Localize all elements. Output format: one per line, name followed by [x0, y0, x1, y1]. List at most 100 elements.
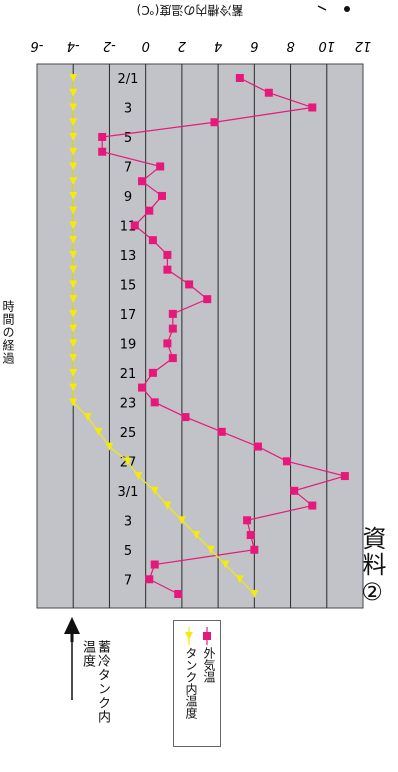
x-tick-label: 13	[120, 249, 137, 264]
y-tick-label: 2	[178, 38, 186, 53]
tank-temp-point	[69, 324, 78, 333]
outdoor-temp-point	[145, 206, 154, 215]
tank-temp-point	[163, 501, 172, 510]
x-tick-label: 2/1	[118, 72, 139, 87]
tank-temp-point	[134, 472, 143, 481]
tank-temp-point	[69, 354, 78, 363]
outdoor-temp-point	[264, 88, 273, 97]
y-tick-label: 6	[250, 38, 258, 53]
y-tick-label: 8	[286, 38, 294, 53]
tank-temp-point	[83, 413, 92, 422]
outdoor-temp-point	[185, 280, 194, 289]
x-tick-label: 5	[124, 131, 132, 146]
outdoor-temp-line	[101, 77, 348, 595]
tank-temp-point	[250, 590, 259, 598]
corner-mark	[317, 5, 350, 12]
tank-temp-point	[69, 103, 78, 112]
outdoor-temp-point	[157, 191, 166, 200]
y-tick-labels: -6 -4 -2 0 2 4 6 8 10 12	[31, 38, 372, 53]
y-tick-label: -2	[103, 38, 116, 53]
tank-temp-point	[192, 531, 201, 540]
tank-temp-point	[69, 191, 78, 200]
outdoor-temp-point	[217, 427, 226, 436]
outdoor-temp-point	[98, 132, 107, 141]
outdoor-temp-point	[246, 531, 255, 540]
tank-temp-point	[94, 427, 103, 436]
x-tick-label: 25	[120, 426, 137, 441]
legend-label-outdoor: 外気温	[202, 647, 216, 683]
outdoor-temp-point	[308, 501, 317, 510]
arrow-caption: 蓄冷タンク内 温度	[80, 640, 110, 724]
tank-temp-point	[177, 516, 186, 525]
tank-temp-point	[69, 339, 78, 348]
tank-temp-point	[69, 132, 78, 141]
legend-square-marker	[203, 632, 211, 640]
outdoor-temp-point	[235, 74, 244, 82]
plot-area	[36, 63, 364, 609]
legend: 外気温 タンク内温度	[173, 620, 221, 747]
outdoor-temp-point	[253, 442, 262, 451]
y-axis-title: 蓄冷槽内の温度(℃)	[136, 3, 244, 17]
tank-temp-point	[69, 118, 78, 127]
x-tick-label: 21	[120, 367, 137, 382]
tank-temp-point	[69, 250, 78, 259]
outdoor-temp-point	[163, 265, 172, 274]
outdoor-temp-point	[174, 590, 183, 598]
outdoor-temp-point	[168, 309, 177, 318]
data-series	[69, 74, 349, 598]
tank-temp-point	[150, 486, 159, 495]
tank-temp-point	[69, 236, 78, 245]
outdoor-temp-point	[150, 560, 159, 569]
tank-temp-point	[69, 280, 78, 289]
outdoor-temp-point	[168, 354, 177, 363]
y-tick-label: 0	[142, 38, 150, 53]
x-tick-label: 7	[124, 573, 132, 588]
tank-temp-point	[235, 575, 244, 584]
outdoor-temp-point	[145, 575, 154, 584]
tank-temperature-arrow	[64, 617, 80, 700]
outdoor-temp-point	[163, 339, 172, 348]
outdoor-temp-point	[138, 177, 147, 186]
tank-temp-point	[105, 442, 114, 451]
outdoor-temp-point	[282, 457, 291, 466]
x-tick-label: 23	[120, 396, 137, 411]
tank-temp-point	[69, 309, 78, 318]
outdoor-temp-point	[203, 295, 212, 304]
tank-temp-point	[69, 383, 78, 392]
outdoor-temp-point	[138, 383, 147, 392]
x-tick-label: 17	[120, 308, 137, 323]
tank-temp-point	[69, 295, 78, 304]
x-tick-label: 19	[120, 337, 137, 352]
outdoor-temp-point	[181, 413, 190, 422]
outdoor-temp-point	[243, 516, 252, 525]
x-tick-label: 15	[120, 278, 137, 293]
outdoor-temp-point	[340, 472, 349, 481]
outdoor-temp-point	[290, 486, 299, 495]
outdoor-temp-point	[148, 236, 157, 245]
tank-temp-point	[69, 147, 78, 156]
x-tick-label: 3	[124, 101, 132, 116]
x-tick-label: 5	[124, 544, 132, 559]
outdoor-temp-point	[130, 221, 139, 230]
outdoor-temp-point	[148, 368, 157, 377]
legend-marker-tank	[185, 627, 193, 645]
x-axis-title: 時間の経過	[1, 300, 15, 365]
tank-temp-point	[69, 177, 78, 186]
outdoor-temp-point	[210, 118, 219, 127]
outdoor-temp-point	[163, 250, 172, 259]
tank-temp-point	[69, 74, 78, 82]
tank-temp-point	[69, 265, 78, 274]
legend-marker-outdoor	[203, 627, 211, 645]
outdoor-temp-point	[168, 324, 177, 333]
y-tick-label: -4	[67, 38, 80, 53]
legend-triangle-marker	[185, 632, 193, 640]
y-tick-label: 10	[319, 38, 336, 53]
y-tick-label: -6	[31, 38, 44, 53]
tank-temp-point	[123, 457, 132, 466]
y-tick-label: 4	[214, 38, 222, 53]
tank-temp-point	[69, 88, 78, 97]
tank-temp-point	[221, 560, 230, 569]
tank-temp-point	[69, 162, 78, 171]
outdoor-temp-point	[250, 545, 259, 554]
